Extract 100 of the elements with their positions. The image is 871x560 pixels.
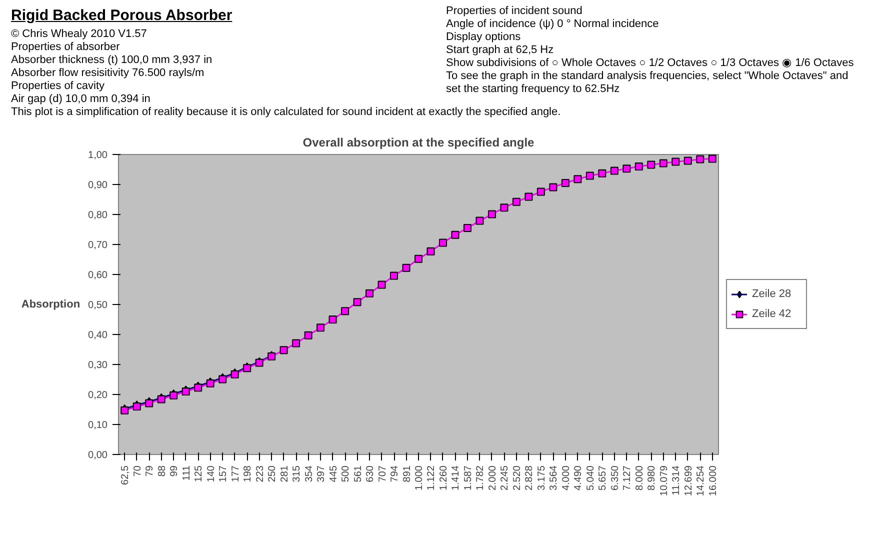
x-tick-label: 250 (267, 465, 278, 482)
chart-title: Overall absorption at the specified angle (302, 136, 535, 150)
x-tick-label: 707 (377, 465, 388, 482)
text: Angle of incidence (ψ) 0 ° Normal incidence (446, 18, 660, 31)
y-tick-label: 0,20 (88, 390, 108, 401)
x-tick-label: 8.000 (634, 465, 646, 491)
legend-label: Zeile 42 (752, 308, 792, 320)
x-tick-label: 281 (279, 465, 290, 482)
x-tick-label: 3.175 (536, 465, 548, 491)
text: Absorber flow resisitivity 76.500 rayls/m (11, 67, 206, 80)
x-tick-label: 223 (254, 465, 266, 482)
x-tick-label: 500 (340, 465, 352, 482)
text: Air gap (d) 10,0 mm 0,394 in (11, 93, 152, 106)
point (672, 158, 680, 166)
point (500, 204, 508, 212)
y-tick-label: 0,50 (88, 300, 108, 311)
point (549, 183, 558, 192)
x-tick-label: 1.782 (475, 465, 486, 491)
point (524, 192, 533, 201)
point (316, 324, 325, 332)
point (426, 247, 435, 256)
y-tick-label: 0,00 (88, 450, 108, 461)
x-tick-label: 4.490 (573, 465, 584, 491)
x-tick-label: 3.564 (548, 465, 560, 491)
point (476, 216, 484, 225)
x-tick-label: 12.699 (683, 465, 694, 496)
x-tick-label: 88 (156, 465, 168, 477)
x-tick-label: 4.000 (560, 465, 572, 491)
point (696, 155, 704, 164)
point (328, 316, 337, 324)
text: Start graph at 62,5 Hz (446, 44, 555, 57)
x-tick-label: 79 (144, 465, 156, 477)
x-tick-label: 198 (242, 465, 254, 482)
x-tick-label: 354 (304, 465, 315, 482)
x-tick-label: 1.122 (426, 465, 438, 491)
x-tick-label: 2.520 (512, 465, 523, 491)
x-tick-label: 2.000 (487, 465, 498, 491)
point (488, 210, 496, 218)
text: This plot is a simplification of reality because it is only calculated for sound incident at exactly the specified angle. (11, 106, 562, 120)
text: Show subdivisions of ○ Whole Octaves ○ 1/2 Octaves ○ 1/3 Octaves ◉ 1/6 Octaves (446, 57, 855, 70)
x-tick-label: 125 (194, 465, 205, 482)
point (451, 230, 460, 239)
y-tick-label: 0,80 (88, 210, 108, 221)
x-tick-label: 315 (292, 465, 303, 482)
point (463, 224, 472, 232)
point (378, 280, 386, 289)
point (438, 238, 447, 247)
y-axis-title: Absorption (21, 298, 80, 310)
text: Rigid Backed Porous Absorber (11, 6, 234, 26)
x-tick-label: 8.980 (646, 465, 658, 491)
legend-label: Zeile 28 (752, 288, 792, 300)
point (586, 172, 594, 180)
x-tick-label: 62,5 (120, 465, 132, 485)
point (708, 154, 716, 163)
point (280, 346, 288, 354)
point (512, 198, 520, 206)
x-tick-label: 561 (352, 465, 364, 482)
x-tick-label: 2.828 (524, 465, 536, 491)
y-tick-label: 0,60 (88, 270, 108, 281)
point (610, 166, 618, 175)
point (536, 188, 545, 196)
point (353, 298, 362, 306)
point (659, 159, 668, 168)
x-tick-label: 5.040 (585, 465, 596, 491)
x-tick-label: 794 (390, 465, 401, 482)
x-tick-label: 16.000 (708, 465, 719, 496)
x-tick-label: 1.587 (462, 465, 474, 491)
point (414, 254, 422, 263)
x-tick-label: 630 (365, 465, 376, 482)
text: © Chris Whealy 2010 V1.57 (11, 28, 148, 42)
point (647, 160, 656, 169)
x-tick-label: 140 (206, 465, 217, 482)
text: Absorber thickness (t) 100,0 mm 3,937 in (11, 54, 214, 68)
y-tick-label: 0,10 (88, 420, 108, 431)
point (402, 264, 410, 272)
y-tick-label: 1,00 (88, 150, 108, 161)
x-tick-label: 1.260 (438, 465, 450, 491)
text: Display options (446, 31, 522, 44)
x-tick-label: 5.657 (598, 465, 609, 491)
x-tick-label: 11.314 (671, 465, 682, 496)
x-tick-label: 14.254 (696, 465, 707, 496)
y-tick-label: 0,30 (88, 360, 108, 371)
x-tick-label: 6.350 (610, 465, 621, 491)
x-tick-label: 1.000 (414, 465, 425, 491)
point (684, 156, 692, 165)
point (598, 169, 606, 178)
y-tick-label: 0,70 (88, 240, 108, 251)
point (634, 162, 643, 170)
x-tick-label: 10.079 (658, 465, 670, 496)
x-tick-label: 445 (328, 465, 340, 482)
x-tick-label: 111 (181, 465, 192, 481)
x-tick-label: 891 (402, 465, 413, 482)
point (574, 175, 582, 184)
point (304, 331, 312, 340)
x-tick-label: 157 (218, 465, 230, 482)
point (561, 179, 570, 187)
text: Properties of incident sound (446, 5, 584, 18)
point (292, 339, 300, 348)
text: Properties of cavity (11, 80, 106, 94)
x-tick-label: 397 (316, 465, 328, 482)
